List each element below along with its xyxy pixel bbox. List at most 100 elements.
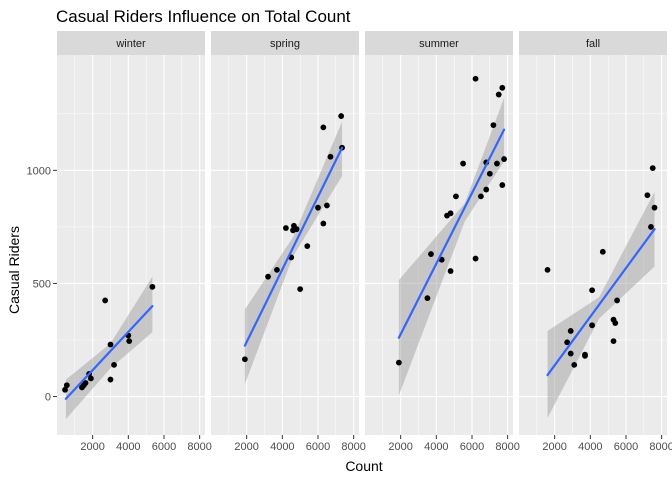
data-point	[648, 224, 654, 230]
data-point	[282, 225, 289, 231]
data-point	[494, 160, 500, 167]
data-point	[320, 220, 327, 227]
data-point	[428, 251, 434, 257]
panel-background	[365, 55, 513, 435]
x-tick-label: 4000	[270, 441, 294, 453]
x-tick-label: 2000	[234, 441, 258, 453]
data-point	[582, 351, 588, 358]
y-tick-label: 500	[33, 278, 51, 290]
data-point	[63, 382, 70, 389]
data-point	[490, 122, 497, 129]
data-point	[293, 226, 300, 233]
y-axis: 0 500 1000	[27, 165, 57, 404]
data-point	[102, 297, 109, 304]
confidence-band	[398, 97, 505, 396]
x-tick-label: 2000	[388, 441, 412, 453]
panel-background	[211, 55, 359, 435]
data-point	[126, 338, 133, 345]
data-point	[447, 268, 454, 274]
facet-strip-label: summer	[419, 38, 459, 50]
fit-line	[64, 304, 154, 400]
data-point	[495, 91, 502, 98]
panel-background	[57, 55, 205, 435]
fit-line	[397, 128, 506, 339]
data-point	[324, 202, 330, 209]
data-point	[612, 320, 619, 326]
x-tick-label: 2000	[542, 441, 566, 453]
facet-panels: winter 2000 4000 6000 8000 spring 2000 4000 6000…	[57, 31, 672, 453]
data-point	[499, 84, 506, 91]
data-point	[149, 283, 156, 290]
data-point	[453, 193, 459, 200]
data-point	[544, 266, 551, 273]
x-axis-title: Count	[345, 458, 382, 474]
data-point	[395, 359, 402, 366]
data-point	[486, 170, 493, 177]
x-tick-label: 2000	[80, 441, 104, 453]
data-point	[501, 156, 507, 162]
confidence-band	[244, 121, 343, 385]
x-tick-label: 6000	[460, 441, 484, 453]
data-point	[651, 204, 658, 211]
data-point	[107, 341, 114, 348]
confidence-band	[547, 191, 655, 419]
data-point	[327, 153, 334, 160]
x-tick-label: 8000	[341, 441, 365, 453]
facet-fall: fall 2000 4000 6000 8000	[519, 31, 672, 453]
data-point	[338, 113, 345, 119]
data-point	[107, 376, 114, 383]
chart-title: Casual Riders Influence on Total Count	[56, 7, 351, 26]
x-tick-label: 4000	[424, 441, 448, 453]
facet-winter: winter 2000 4000 6000 8000	[57, 31, 212, 453]
facet-spring: spring 2000 4000 6000 8000	[211, 31, 366, 453]
data-point	[567, 328, 574, 334]
fit-line	[243, 146, 344, 347]
fit-line	[546, 228, 656, 377]
facet-strip-label: spring	[270, 38, 300, 50]
y-tick-label: 0	[45, 392, 51, 404]
data-point	[599, 248, 606, 255]
data-point	[649, 165, 656, 171]
data-point	[472, 75, 479, 82]
x-tick-label: 4000	[578, 441, 602, 453]
data-point	[589, 287, 596, 294]
data-point	[567, 350, 574, 357]
x-tick-label: 4000	[116, 441, 140, 453]
data-point	[589, 322, 596, 329]
x-tick-label: 8000	[187, 441, 211, 453]
facet-strip	[365, 31, 513, 55]
data-point	[315, 204, 321, 211]
facet-strip-label: fall	[586, 38, 600, 50]
y-axis-title: Casual Riders	[6, 226, 22, 314]
data-point	[571, 361, 578, 368]
facet-strip	[519, 31, 667, 55]
facet-strip	[211, 31, 359, 55]
data-point	[320, 124, 327, 131]
data-point	[472, 255, 479, 262]
data-point	[297, 286, 304, 293]
facet-strip	[57, 31, 205, 55]
data-point	[111, 361, 117, 368]
data-point	[478, 193, 484, 200]
data-point	[447, 210, 454, 217]
facet-summer: summer 2000 4000 6000 8000	[365, 31, 520, 453]
x-tick-label: 6000	[306, 441, 330, 453]
data-point	[87, 375, 94, 382]
data-point	[610, 338, 617, 345]
data-point	[614, 297, 620, 304]
y-tick-label: 1000	[27, 165, 51, 177]
data-point	[274, 266, 280, 273]
data-point	[460, 160, 466, 167]
data-point	[82, 380, 89, 386]
facet-strip-label: winter	[115, 38, 146, 50]
x-tick-label: 8000	[495, 441, 519, 453]
data-point	[265, 273, 271, 280]
data-point	[304, 243, 311, 250]
data-point	[424, 295, 431, 302]
x-tick-label: 6000	[614, 441, 638, 453]
x-tick-label: 6000	[152, 441, 176, 453]
data-point	[644, 192, 651, 199]
data-point	[241, 356, 248, 363]
data-point	[62, 386, 68, 393]
